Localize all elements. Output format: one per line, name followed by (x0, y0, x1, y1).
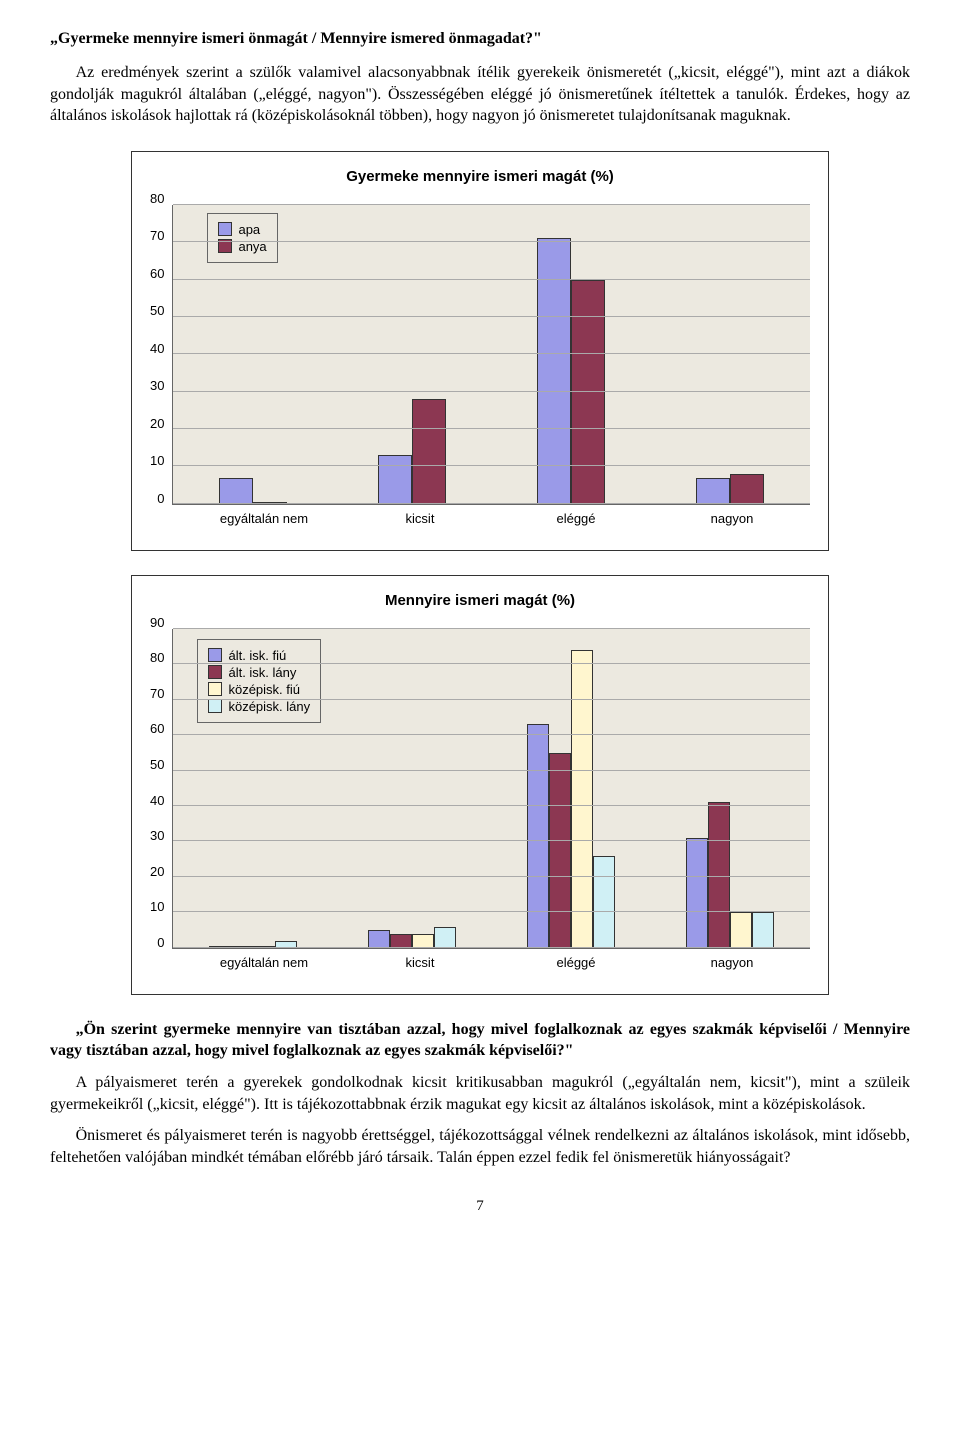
chart-2-legend: ált. isk. fiú ált. isk. lány középisk. fiú… (197, 639, 321, 723)
legend-label: középisk. lány (228, 699, 310, 714)
x-tick: eléggé (498, 955, 654, 970)
x-tick: eléggé (498, 511, 654, 526)
bar (571, 280, 605, 504)
chart-1-y-axis: 80706050403020100 (150, 205, 172, 505)
bar (686, 838, 708, 948)
x-tick: egyáltalán nem (186, 511, 342, 526)
bar (571, 650, 593, 948)
bar (593, 856, 615, 948)
legend-item: ált. isk. fiú (208, 648, 310, 663)
bar (434, 927, 456, 948)
chart-1-title: Gyermeke mennyire ismeri magát (%) (150, 168, 810, 185)
legend-swatch (208, 648, 222, 662)
x-tick: nagyon (654, 955, 810, 970)
bar (390, 934, 412, 948)
bar-group (651, 629, 810, 948)
legend-swatch (208, 682, 222, 696)
chart-2-plot: ált. isk. fiú ált. isk. lány középisk. fiú… (172, 629, 810, 949)
x-tick: egyáltalán nem (186, 955, 342, 970)
bar (752, 912, 774, 947)
page-number: 7 (50, 1198, 910, 1215)
legend-item: ált. isk. lány (208, 665, 310, 680)
chart-2-container: Mennyire ismeri magát (%) 90807060504030… (131, 575, 829, 995)
legend-item: középisk. lány (208, 699, 310, 714)
bar-group (492, 629, 651, 948)
legend-swatch (208, 699, 222, 713)
bar (696, 478, 730, 504)
x-tick: kicsit (342, 511, 498, 526)
bar (412, 934, 434, 948)
chart-1-legend: apaanya (207, 213, 277, 263)
legend-item: középisk. fiú (208, 682, 310, 697)
bar (412, 399, 446, 504)
bar-group (333, 629, 492, 948)
chart-1-container: Gyermeke mennyire ismeri magát (%) 80706… (131, 151, 829, 551)
x-tick: kicsit (342, 955, 498, 970)
paragraph-2a: A pályaismeret terén a gyerekek gondolko… (50, 1072, 910, 1115)
section-heading-2: „Ön szerint gyermeke mennyire van tisztá… (50, 1019, 910, 1062)
x-tick: nagyon (654, 511, 810, 526)
chart-2-y-axis: 9080706050403020100 (150, 629, 172, 949)
bar-group (492, 205, 651, 504)
section-heading-1: „Gyermeke mennyire ismeri önmagát / Menn… (50, 30, 910, 48)
chart-2-title: Mennyire ismeri magát (%) (150, 592, 810, 609)
bar-group (333, 205, 492, 504)
bar (730, 912, 752, 947)
chart-2-area: 9080706050403020100 ált. isk. fiúált. is… (150, 629, 810, 949)
legend-swatch (218, 222, 232, 236)
chart-1-area: 80706050403020100 apaanya (150, 205, 810, 505)
bar (549, 753, 571, 948)
legend-label: ált. isk. fiú (228, 648, 286, 663)
chart-1-plot: apaanya (172, 205, 810, 505)
bar (378, 455, 412, 504)
bar (368, 930, 390, 948)
paragraph-2b: Önismeret és pályaismeret terén is nagyo… (50, 1125, 910, 1168)
paragraph-1: Az eredmények szerint a szülők valamivel… (50, 62, 910, 127)
bar (219, 478, 253, 504)
chart-2-x-axis: egyáltalán nemkicsiteléggénagyon (186, 955, 810, 970)
chart-1-x-axis: egyáltalán nemkicsiteléggénagyon (186, 511, 810, 526)
legend-item: apa (218, 222, 266, 237)
legend-label: apa (238, 222, 260, 237)
legend-label: középisk. fiú (228, 682, 300, 697)
bar-group (651, 205, 810, 504)
bar (730, 474, 764, 504)
legend-label: ált. isk. lány (228, 665, 296, 680)
bar (527, 724, 549, 947)
legend-swatch (208, 665, 222, 679)
